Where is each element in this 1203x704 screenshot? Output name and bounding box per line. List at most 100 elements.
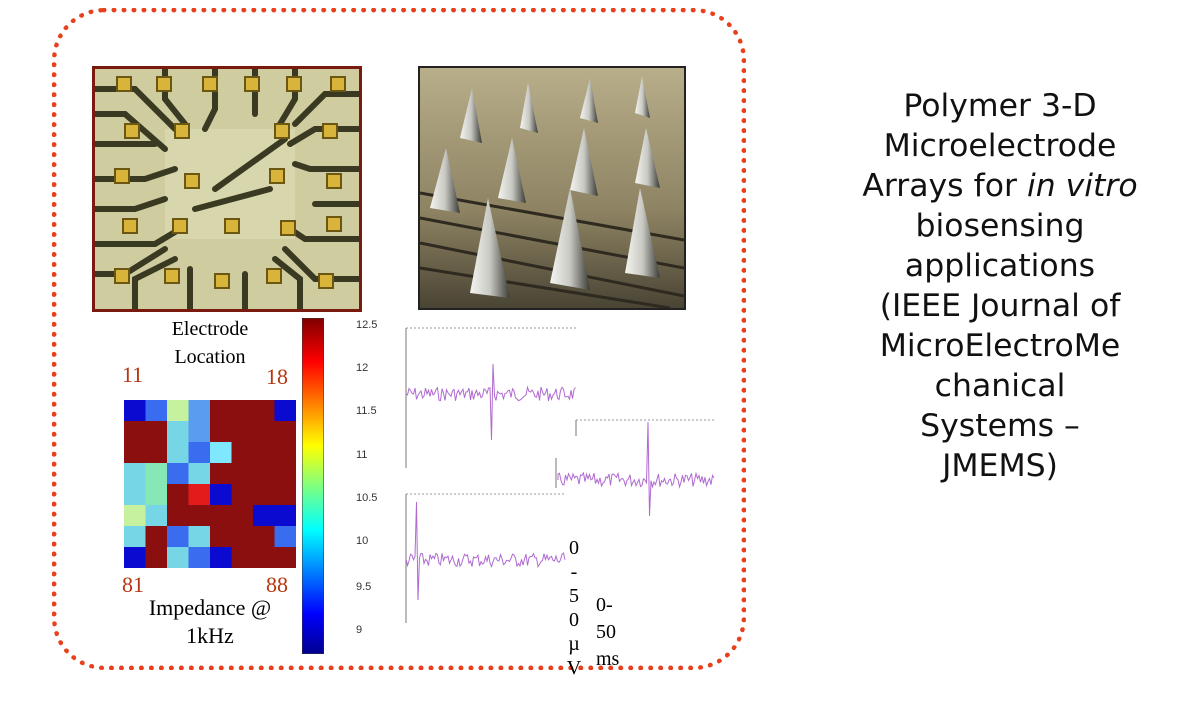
microneedle-photo	[418, 66, 686, 310]
heatmap-cell	[188, 421, 210, 442]
title-line-10: JMEMS)	[942, 448, 1058, 484]
colorbar-tick-10-5: 10.5	[356, 492, 378, 504]
title-line-1: Polymer 3-D	[903, 88, 1097, 124]
amplitude-scale-label: 0 - 5 0 µ V	[566, 536, 582, 680]
recording-traces	[405, 327, 716, 623]
heatmap-cell	[124, 400, 146, 421]
heatmap-cell	[210, 463, 232, 484]
heatmap-title-line1: Electrode	[171, 318, 249, 340]
title-line-3-text: Arrays for	[862, 168, 1027, 204]
heatmap-cell	[188, 526, 210, 547]
colorbar-tick-11-5: 11.5	[356, 405, 377, 417]
colorbar-tick-9-5: 9.5	[356, 581, 372, 593]
trace-1	[405, 363, 576, 441]
heatmap-cell	[274, 505, 296, 526]
heatmap-cell	[231, 400, 253, 421]
heatmap-cell	[124, 547, 146, 568]
heatmap-title: Electrode Location	[140, 315, 280, 371]
heatmap-cell	[210, 505, 232, 526]
heatmap-cell	[188, 442, 210, 463]
heatmap-cell	[274, 400, 296, 421]
heatmap-cell	[253, 400, 275, 421]
time-line-3: ms	[596, 648, 620, 670]
heatmap-cell	[231, 442, 253, 463]
corner-label-81: 81	[122, 572, 144, 597]
heatmap-caption-line2: 1kHz	[186, 623, 234, 648]
amp-char-3: 5	[569, 585, 579, 607]
amp-char-6: V	[566, 657, 582, 679]
heatmap-cell	[167, 442, 189, 463]
heatmap-cell	[231, 505, 253, 526]
trace-3	[405, 501, 566, 601]
amp-char-5: µ	[568, 633, 580, 655]
heatmap-cell	[167, 484, 189, 505]
heatmap-cell	[274, 442, 296, 463]
title-line-6: (IEEE Journal of	[879, 288, 1121, 324]
corner-label-18: 18	[266, 364, 288, 389]
time-line-2: 50	[596, 621, 616, 643]
title-line-8: chanical	[934, 368, 1066, 404]
heatmap-cell	[188, 505, 210, 526]
impedance-heatmap	[124, 400, 296, 568]
heatmap-cell	[145, 526, 167, 547]
heatmap-cell	[188, 400, 210, 421]
slide-title: Polymer 3-D Microelectrode Arrays for in…	[820, 86, 1180, 486]
heatmap-cell	[124, 526, 146, 547]
heatmap-title-line2: Location	[174, 346, 246, 368]
corner-label-11: 11	[122, 362, 144, 387]
heatmap-cell	[231, 484, 253, 505]
title-line-3: Arrays for in vitro	[820, 166, 1180, 206]
chip-photo	[92, 66, 362, 312]
heatmap-cell	[210, 547, 232, 568]
title-line-5: applications	[904, 248, 1096, 284]
heatmap-cell	[124, 442, 146, 463]
heatmap-cell	[124, 463, 146, 484]
colorbar-tick-9: 9	[356, 624, 363, 636]
time-line-1: 0-	[596, 594, 613, 616]
heatmap-cell	[253, 547, 275, 568]
heatmap-cell	[253, 505, 275, 526]
heatmap-cell	[274, 484, 296, 505]
heatmap-cell	[274, 526, 296, 547]
title-line-2: Microelectrode	[883, 128, 1117, 164]
heatmap-cell	[167, 463, 189, 484]
heatmap-caption-line1: Impedance @	[148, 595, 272, 620]
colorbar	[302, 318, 324, 654]
amp-char-4: 0	[569, 609, 579, 631]
heatmap-cell	[188, 547, 210, 568]
heatmap-cell	[188, 463, 210, 484]
amp-char-2: -	[570, 561, 578, 583]
heatmap-cell	[210, 400, 232, 421]
heatmap-cell	[124, 421, 146, 442]
heatmap-cell	[145, 442, 167, 463]
colorbar-tick-11: 11	[356, 449, 368, 461]
heatmap-cell	[231, 463, 253, 484]
time-scale-label: 0- 50 ms	[596, 592, 619, 673]
heatmap-cell	[253, 442, 275, 463]
heatmap-cell	[210, 421, 232, 442]
heatmap-cell	[167, 526, 189, 547]
colorbar-tick-12-5: 12.5	[356, 319, 378, 331]
heatmap-cell	[124, 505, 146, 526]
heatmap-caption: Impedance @ 1kHz	[130, 594, 290, 650]
heatmap-cell	[188, 484, 210, 505]
heatmap-cell	[210, 484, 232, 505]
heatmap-cell	[167, 400, 189, 421]
colorbar-tick-12: 12	[356, 362, 369, 374]
amp-char-1: 0	[569, 537, 579, 559]
colorbar-tick-10: 10	[356, 535, 369, 547]
heatmap-cell	[167, 505, 189, 526]
heatmap-cell	[145, 463, 167, 484]
heatmap-cell	[274, 463, 296, 484]
heatmap-cell	[210, 442, 232, 463]
heatmap-cell	[145, 505, 167, 526]
heatmap-cell	[145, 547, 167, 568]
heatmap-cell	[231, 547, 253, 568]
heatmap-cell	[253, 526, 275, 547]
heatmap-cell	[145, 400, 167, 421]
title-line-9: Systems –	[920, 408, 1080, 444]
heatmap-cell	[253, 484, 275, 505]
corner-label-88: 88	[266, 572, 288, 597]
heatmap-cell	[274, 421, 296, 442]
heatmap-cell	[145, 421, 167, 442]
